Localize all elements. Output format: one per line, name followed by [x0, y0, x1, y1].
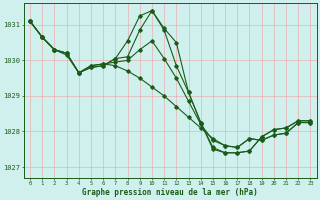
X-axis label: Graphe pression niveau de la mer (hPa): Graphe pression niveau de la mer (hPa) — [82, 188, 258, 197]
